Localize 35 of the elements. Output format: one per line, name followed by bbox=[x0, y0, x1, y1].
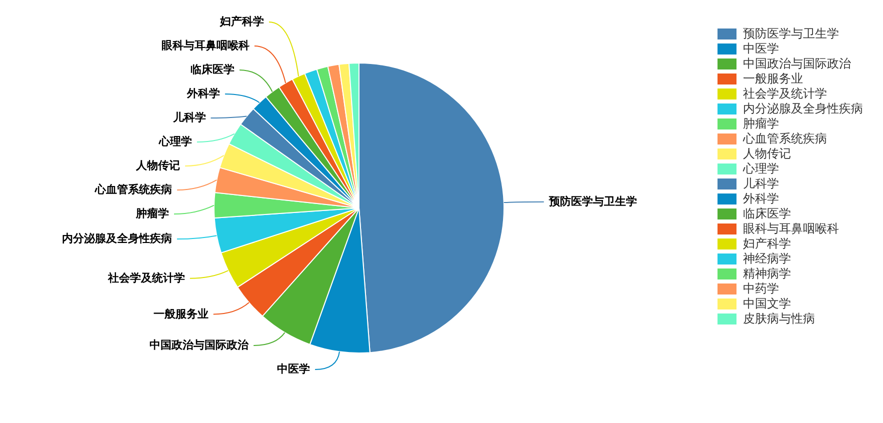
legend-label: 预防医学与卫生学 bbox=[743, 26, 839, 40]
legend-label: 内分泌腺及全身性疾病 bbox=[743, 101, 863, 116]
legend-label: 一般服务业 bbox=[743, 71, 803, 86]
slice-label: 预防医学与卫生学 bbox=[548, 194, 637, 208]
legend-label: 中药学 bbox=[743, 281, 779, 296]
legend-label: 皮肤病与性病 bbox=[743, 311, 815, 326]
legend-label: 肿瘤学 bbox=[743, 116, 779, 130]
legend-label: 外科学 bbox=[743, 191, 779, 206]
legend-label: 心理学 bbox=[742, 161, 779, 176]
slice-label: 心血管系统疾病 bbox=[94, 183, 172, 196]
legend-label: 中国政治与国际政治 bbox=[743, 56, 851, 70]
slice-label: 内分泌腺及全身性疾病 bbox=[62, 232, 172, 246]
slice-label: 社会学及统计学 bbox=[106, 271, 185, 284]
legend-label: 临床医学 bbox=[743, 206, 791, 220]
slice-label: 中医学 bbox=[277, 362, 310, 376]
slice-label: 心理学 bbox=[158, 135, 192, 148]
slice-label: 肿瘤学 bbox=[135, 207, 170, 220]
legend-label: 精神病学 bbox=[743, 266, 791, 280]
slice-label: 一般服务业 bbox=[153, 307, 208, 320]
legend-label: 妇产科学 bbox=[743, 236, 791, 250]
legend-label: 人物传记 bbox=[743, 146, 791, 160]
slice-label: 妇产科学 bbox=[218, 15, 264, 28]
slice-label: 外科学 bbox=[186, 87, 220, 100]
legend-label: 社会学及统计学 bbox=[743, 86, 827, 100]
slice-label: 儿科学 bbox=[172, 111, 206, 124]
legend-label: 心血管系统疾病 bbox=[742, 131, 827, 146]
slice-label: 人物传记 bbox=[135, 159, 180, 172]
legend-label: 中国文学 bbox=[743, 296, 791, 310]
slice-label: 中国政治与国际政治 bbox=[150, 338, 250, 352]
legend-label: 中医学 bbox=[743, 41, 779, 56]
slice-label: 眼科与耳鼻咽喉科 bbox=[161, 39, 250, 52]
legend-label: 眼科与耳鼻咽喉科 bbox=[743, 221, 839, 236]
slice-label: 临床医学 bbox=[190, 63, 235, 76]
legend-label: 神经病学 bbox=[743, 251, 791, 266]
legend-label: 儿科学 bbox=[743, 176, 779, 190]
